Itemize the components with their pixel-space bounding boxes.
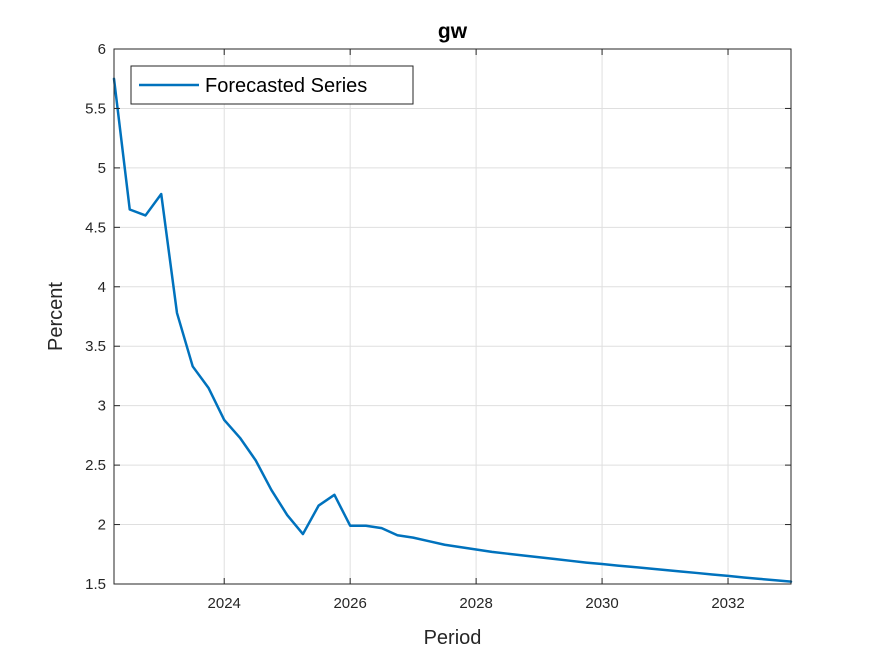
legend-entry-label: Forecasted Series <box>205 75 367 97</box>
legend: Forecasted Series <box>130 65 414 105</box>
axes-box <box>113 48 792 585</box>
x-tick-label: 2024 <box>208 595 241 612</box>
y-tick-label: 2 <box>98 517 106 534</box>
series-line-0 <box>112 77 793 583</box>
y-tick-label: 5 <box>98 160 106 177</box>
y-tick-label: 6 <box>98 41 106 58</box>
y-tick-label: 2.5 <box>85 457 106 474</box>
series-layer <box>112 77 793 583</box>
ticks <box>114 48 791 585</box>
x-axis-label: Period <box>424 627 482 649</box>
y-tick-label: 1.5 <box>85 576 106 593</box>
y-tick-label: 5.5 <box>85 100 106 117</box>
y-tick-label: 3 <box>98 398 106 415</box>
x-tick-label: 2032 <box>711 595 744 612</box>
plot-area <box>114 49 791 584</box>
x-tick-label: 2030 <box>585 595 618 612</box>
x-tick-label: 2026 <box>333 595 366 612</box>
y-tick-label: 3.5 <box>85 338 106 355</box>
y-tick-label: 4.5 <box>85 219 106 236</box>
y-axis-label: Percent <box>45 282 67 351</box>
tick-labels: 2024 2026 2028 2030 2032 1.5 2 2.5 3 3.5 4 4.5 5 5.5 6 <box>85 41 745 612</box>
y-tick-label: 4 <box>98 279 106 296</box>
chart-title: gw <box>438 20 468 43</box>
x-tick-label: 2028 <box>459 595 492 612</box>
